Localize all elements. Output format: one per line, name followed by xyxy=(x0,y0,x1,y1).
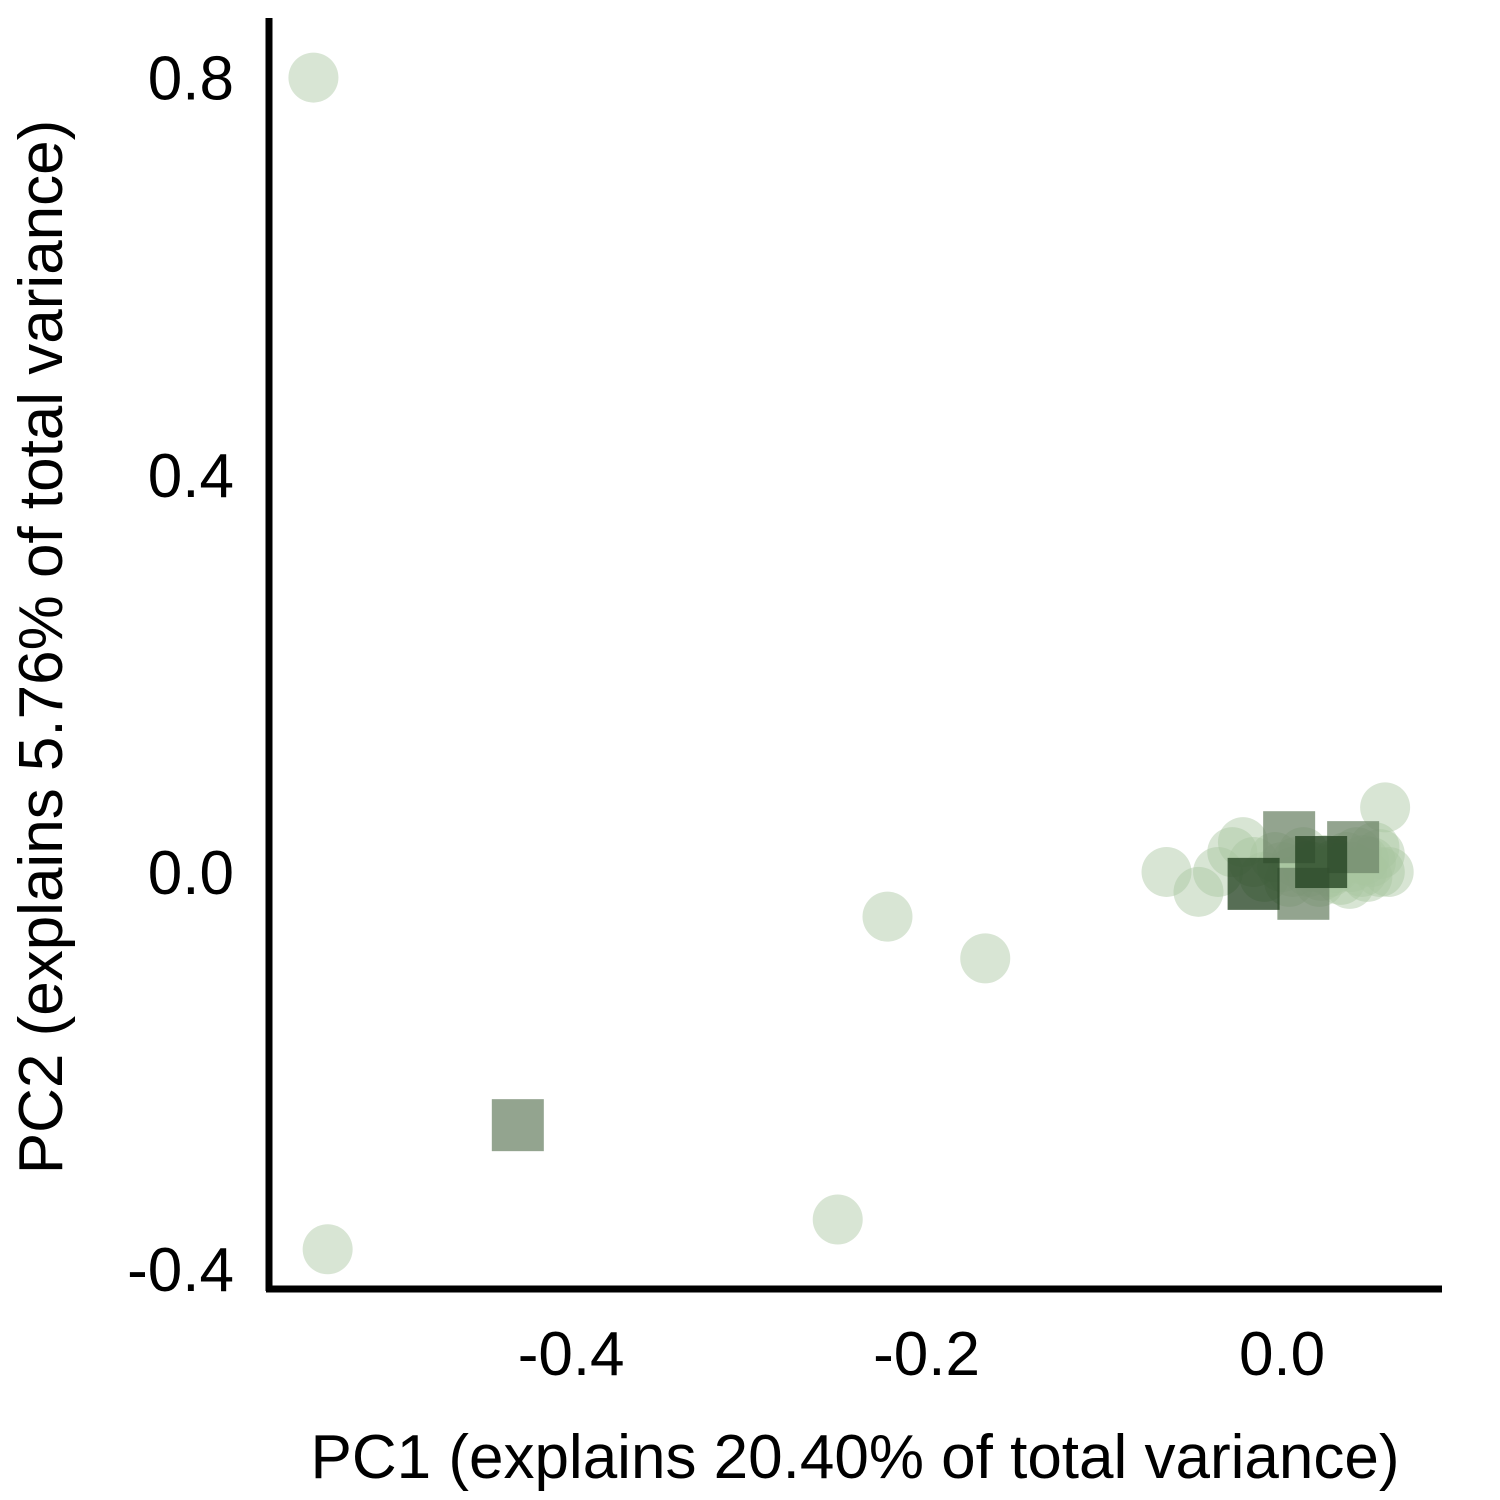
data-point-square xyxy=(491,1099,544,1152)
data-point-circle xyxy=(302,1224,353,1275)
y-tick-labels: -0.4 0.0 0.4 0.8 xyxy=(127,45,234,1306)
x-axis-title: PC1 (explains 20.40% of total variance) xyxy=(310,1423,1399,1492)
data-point-circle xyxy=(960,933,1011,984)
data-point-square xyxy=(1227,857,1280,910)
data-point-square xyxy=(1295,836,1348,889)
plot-marks xyxy=(288,52,1414,1275)
x-tick-label: 0.0 xyxy=(1239,1320,1325,1389)
x-tick-labels: -0.4 -0.2 0.0 xyxy=(518,1320,1325,1389)
y-tick-label: 0.4 xyxy=(148,442,234,511)
data-point-circle xyxy=(288,52,339,103)
data-point-circle xyxy=(1360,782,1411,833)
y-axis-title: PC2 (explains 5.76% of total variance) xyxy=(7,120,76,1175)
data-point-circle xyxy=(1217,817,1268,868)
data-point-circle xyxy=(1141,846,1192,897)
data-point-circle xyxy=(812,1194,863,1245)
y-tick-label: 0.8 xyxy=(148,45,234,114)
x-tick-label: -0.2 xyxy=(873,1320,980,1389)
y-tick-label: 0.0 xyxy=(148,839,234,908)
data-point-circle xyxy=(1173,866,1224,917)
y-tick-label: -0.4 xyxy=(127,1236,234,1305)
data-point-circle xyxy=(862,891,913,942)
x-tick-label: -0.4 xyxy=(518,1320,625,1389)
